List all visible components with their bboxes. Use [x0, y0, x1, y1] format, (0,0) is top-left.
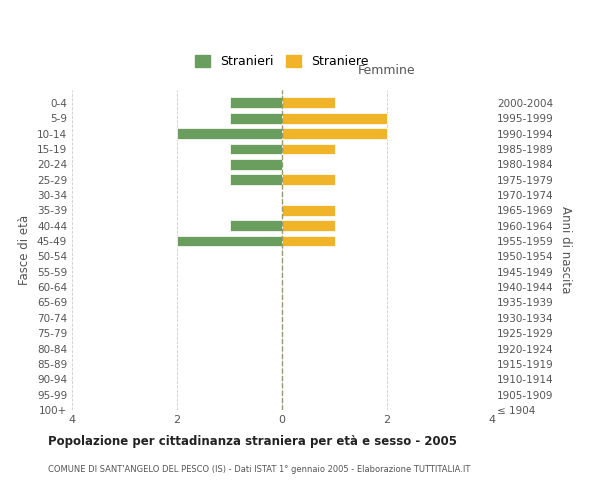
- Bar: [282, 128, 387, 139]
- Bar: [177, 128, 282, 139]
- Y-axis label: Fasce di età: Fasce di età: [19, 215, 31, 285]
- Y-axis label: Anni di nascita: Anni di nascita: [559, 206, 572, 294]
- Text: Femmine: Femmine: [358, 64, 416, 77]
- Bar: [177, 236, 282, 246]
- Bar: [282, 220, 335, 231]
- Bar: [282, 113, 387, 124]
- Bar: [229, 159, 282, 170]
- Text: Popolazione per cittadinanza straniera per età e sesso - 2005: Popolazione per cittadinanza straniera p…: [48, 435, 457, 448]
- Bar: [229, 113, 282, 124]
- Text: COMUNE DI SANT'ANGELO DEL PESCO (IS) - Dati ISTAT 1° gennaio 2005 - Elaborazione: COMUNE DI SANT'ANGELO DEL PESCO (IS) - D…: [48, 465, 470, 474]
- Bar: [229, 144, 282, 154]
- Bar: [282, 174, 335, 185]
- Bar: [229, 220, 282, 231]
- Bar: [282, 144, 335, 154]
- Bar: [282, 98, 335, 108]
- Bar: [282, 205, 335, 216]
- Legend: Stranieri, Straniere: Stranieri, Straniere: [191, 52, 373, 72]
- Bar: [229, 174, 282, 185]
- Bar: [282, 236, 335, 246]
- Bar: [229, 98, 282, 108]
